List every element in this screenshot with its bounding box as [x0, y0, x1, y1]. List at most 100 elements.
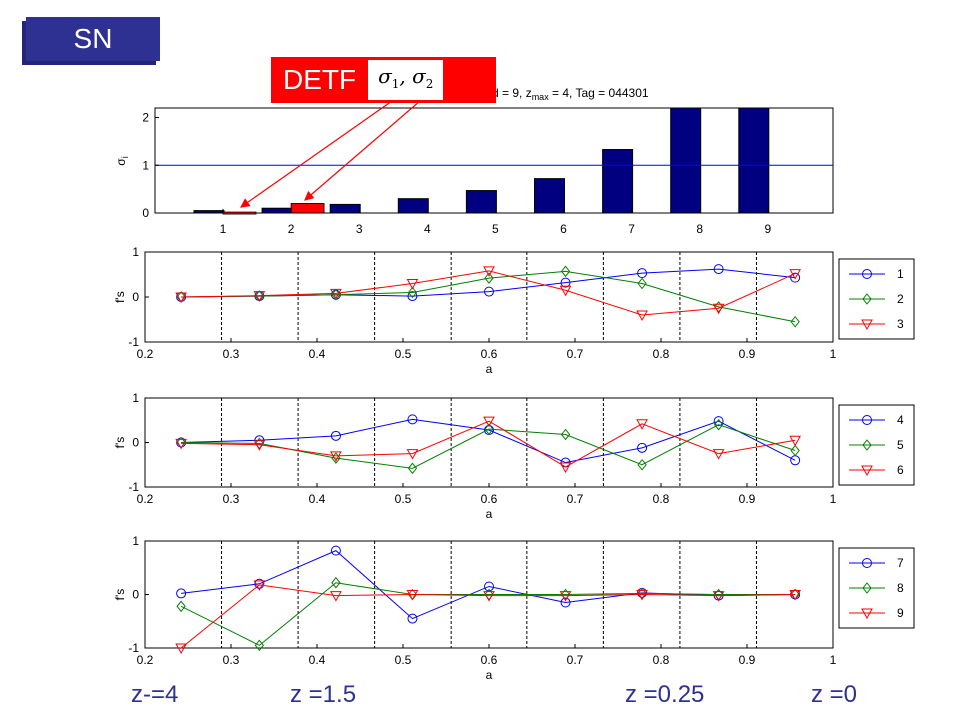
- bar-y-label: σi: [114, 156, 130, 165]
- panel-3-point-7-2: [254, 578, 265, 589]
- panel-1-point-2-5: [484, 272, 494, 284]
- panel-1-x-label: a: [486, 362, 493, 376]
- panel-2-y-tick-0: 0: [132, 436, 139, 450]
- panel-2-point-4-7: [637, 442, 648, 453]
- panel-2-point-6-5: [483, 416, 495, 428]
- panel-2-legend-label-5: 5: [897, 438, 904, 452]
- bar-sigma-3: [329, 203, 361, 214]
- panel-3-point-9-3: [330, 591, 342, 602]
- chart-title: Grid = 9, zmax = 4, Tag = 044301: [476, 86, 649, 102]
- panel-1-x-tick-0.3: 0.3: [223, 347, 240, 361]
- panel-3-point-9-8: [712, 591, 725, 602]
- panel-3-x-tick-0.6: 0.6: [481, 653, 498, 667]
- panel-1-x-tick-0.9: 0.9: [739, 347, 756, 361]
- panel-2-point-5-9: [790, 444, 800, 457]
- panel-3-x-tick-0.7: 0.7: [567, 653, 584, 667]
- bar-y-tick-2: 2: [142, 111, 149, 125]
- panel-3-point-7-6: [560, 597, 571, 608]
- bar-x-tick-2: 2: [288, 222, 295, 236]
- bar-x-tick-8: 8: [696, 222, 703, 236]
- panel-1-point-3-2: [253, 291, 266, 302]
- panel-3-legend-label-9: 9: [897, 606, 904, 620]
- panel-3-point-7-3: [330, 545, 341, 556]
- panel-2-series-line-4: [181, 418, 796, 464]
- panel-1-legend-marker-2: [862, 293, 872, 305]
- bar-y-tick-0: 0: [142, 206, 149, 220]
- panel-3-point-9-9: [789, 590, 802, 601]
- redshift-label-z0p25: z =0.25: [625, 681, 705, 708]
- panel-1-legend-marker-1: [862, 269, 872, 279]
- panel-1-x-tick-0.5: 0.5: [395, 347, 412, 361]
- panel-1-x-tick-0.2: 0.2: [137, 347, 154, 361]
- panel-3-legend-label-7: 7: [897, 556, 904, 570]
- panel-2-point-6-3: [330, 451, 342, 462]
- panel-3-point-9-1: [175, 643, 187, 655]
- panel-3-legend-marker-7: [862, 558, 872, 568]
- panel-3-point-8-5: [484, 588, 494, 601]
- bar-sigma-2: [261, 207, 293, 214]
- panel-1-point-3-9: [789, 269, 802, 280]
- panel-1-point-2-8: [713, 301, 724, 313]
- bar-sigma-5: [465, 190, 497, 214]
- panel-3-point-9-2: [253, 580, 266, 591]
- panel-1-x-tick-0.8: 0.8: [653, 347, 670, 361]
- panel-2-point-5-4: [407, 462, 418, 475]
- panel-2-point-6-6: [559, 462, 572, 474]
- panel-2-x-tick-0.9: 0.9: [739, 492, 756, 506]
- panel-3-y-label: f's: [113, 589, 127, 601]
- panel-1-point-3-7: [636, 310, 648, 322]
- panel-3-point-9-6: [559, 591, 572, 602]
- bar-sigma-4: [397, 198, 429, 214]
- panel-2-x-tick-0.2: 0.2: [137, 492, 154, 506]
- panel-1-point-1-9: [790, 272, 801, 283]
- panel-3-x-label: a: [486, 668, 493, 682]
- highlight-bar-1: [222, 211, 257, 215]
- bar-sigma-9: [738, 107, 770, 214]
- panel-1-point-1-4: [407, 291, 418, 302]
- panel-2-series-line-6: [181, 420, 796, 468]
- panel-2-point-6-7: [636, 419, 648, 430]
- panel-2-x-tick-0.6: 0.6: [481, 492, 498, 506]
- panel-1-point-1-6: [560, 277, 571, 288]
- panel-1-point-3-4: [406, 279, 419, 290]
- panel-3-legend-marker-9: [861, 608, 873, 620]
- panel-3-point-8-2: [254, 639, 265, 652]
- panel-3-y-tick-0: 0: [132, 588, 139, 602]
- panel-3-point-8-6: [560, 588, 571, 601]
- panel-1-legend-label-2: 2: [897, 292, 904, 306]
- panel-3-point-8-1: [176, 600, 186, 613]
- panel-3-series-line-7: [181, 550, 796, 620]
- panel-2-legend-label-4: 4: [897, 413, 904, 427]
- panel-2-legend-marker-6: [861, 465, 873, 477]
- panel-3-point-7-4: [407, 613, 418, 624]
- panel-1-y-label: f's: [113, 291, 127, 303]
- panel-2-point-5-8: [713, 418, 724, 431]
- sigma-formula: σ1, σ2: [368, 60, 444, 100]
- callout-arrow-1: [240, 100, 393, 208]
- bar-x-tick-6: 6: [560, 222, 567, 236]
- panel-1-point-3-5: [483, 266, 495, 277]
- panel-3-x-tick-1: 1: [830, 653, 837, 667]
- panel-3-point-7-5: [484, 581, 494, 592]
- panel-1-x-tick-0.7: 0.7: [567, 347, 584, 361]
- redshift-label-z4: z-=4: [131, 681, 179, 708]
- panel-2-point-5-7: [637, 458, 647, 471]
- panel-3-x-tick-0.5: 0.5: [395, 653, 412, 667]
- panel-1-legend-marker-3: [861, 319, 873, 331]
- panel-3-point-9-4: [406, 590, 419, 601]
- panel-2-point-5-5: [484, 423, 494, 435]
- panel-3-point-7-1: [176, 588, 187, 599]
- panel-2-point-4-8: [713, 416, 724, 427]
- panel-3-y-tick--1: -1: [128, 641, 139, 655]
- panel-2-x-tick-0.5: 0.5: [395, 492, 412, 506]
- panel-3-x-tick-0.3: 0.3: [223, 653, 240, 667]
- panel-3-series-line-9: [180, 584, 796, 649]
- panel-2-point-4-4: [407, 414, 418, 425]
- panel-2-axes-box: [144, 397, 834, 488]
- detf-callout: DETF σ1, σ2: [271, 57, 496, 103]
- bar-x-tick-3: 3: [356, 222, 363, 236]
- panel-1-y-tick--1: -1: [128, 335, 139, 349]
- bar-x-tick-7: 7: [628, 222, 635, 236]
- panel-1-point-2-6: [560, 265, 571, 278]
- panel-2-point-6-1: [175, 438, 187, 450]
